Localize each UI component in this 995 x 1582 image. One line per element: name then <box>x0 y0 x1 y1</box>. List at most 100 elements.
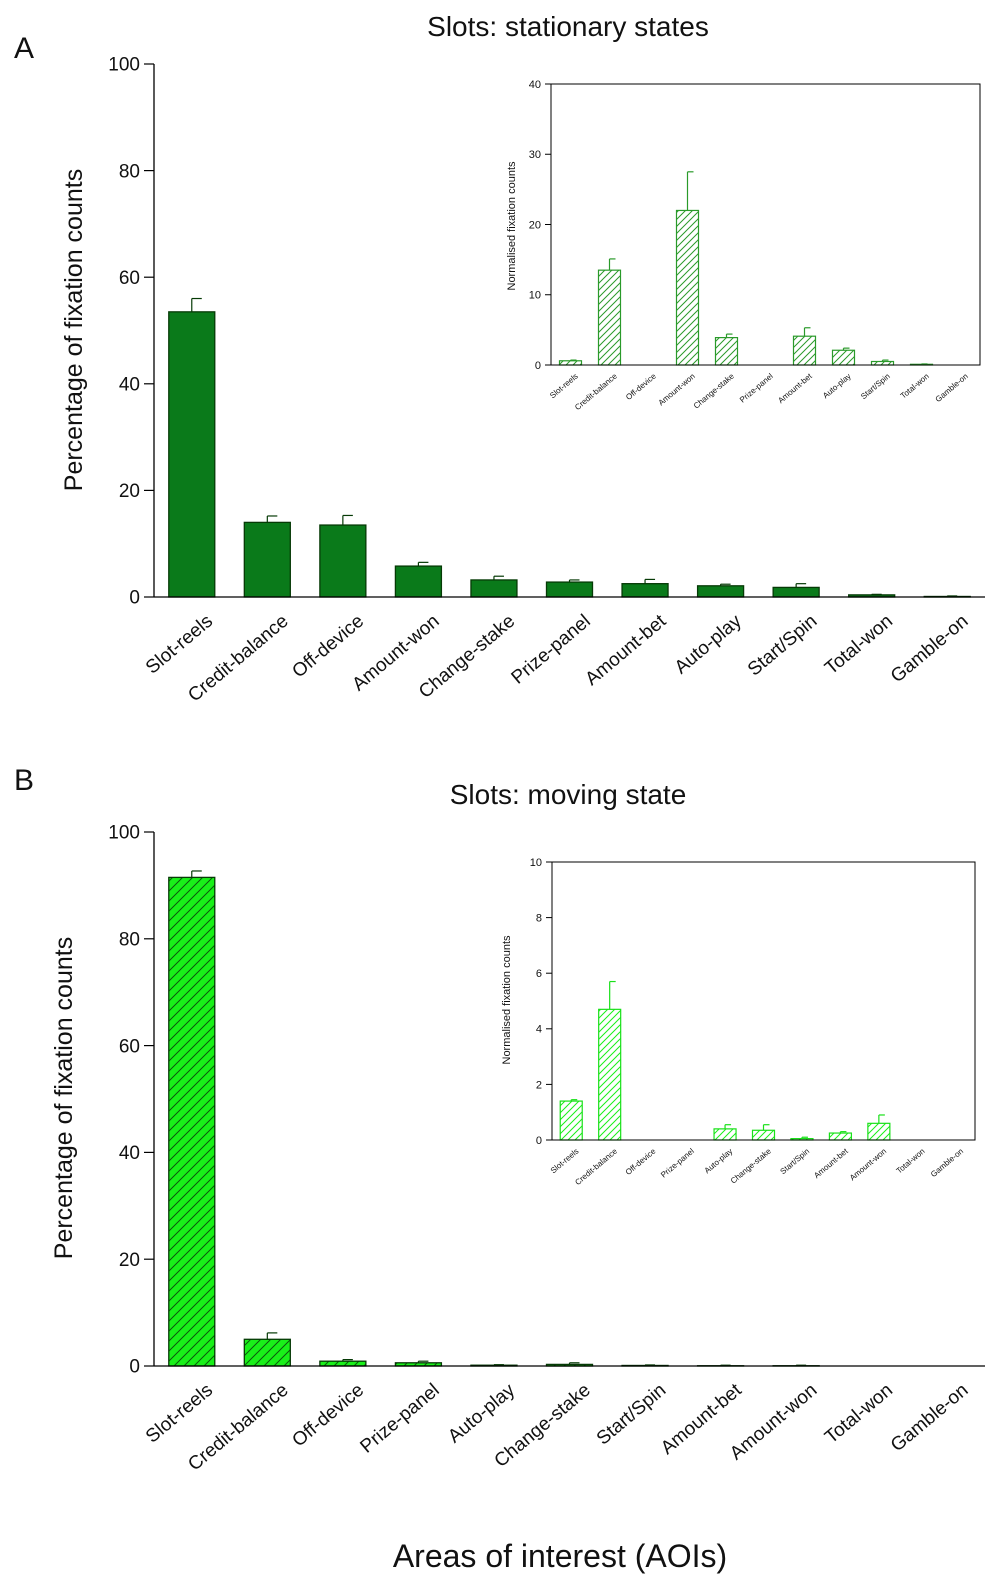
panel-b-title: Slots: moving state <box>450 779 687 810</box>
panel-a-xtick-label: Gamble-on <box>887 611 973 688</box>
panel-a-inset-bar-credit-balance <box>597 269 622 366</box>
panel-a-inset-xtick-label: Total-won <box>899 372 931 401</box>
panel-a-bar-prize-panel <box>545 581 594 598</box>
panel-a-inset-axes <box>550 83 981 366</box>
panel-b-inset-ytick-label: 0 <box>536 1135 542 1147</box>
panel-a-xtick-label: Prize-panel <box>508 611 595 689</box>
panel-b-bar-credit-balance <box>243 1338 291 1367</box>
panel-b-inset-xtick-label: Amount-bet <box>812 1146 850 1180</box>
panel-a-ytick-label: 60 <box>119 268 140 289</box>
panel-b-inset-xtick-label: Total-won <box>895 1147 927 1176</box>
panel-b: B Slots: moving state Percentage of fixa… <box>14 764 985 1475</box>
panel-b-xtick-label: Prize-panel <box>357 1380 444 1458</box>
panel-b-inset-xtick-label: Slot-reels <box>549 1147 581 1176</box>
panel-b-inset-bar-auto-play <box>713 1128 737 1141</box>
panel-b-xtick-label: Auto-play <box>444 1379 519 1447</box>
panel-a-bar-off-device <box>319 524 367 598</box>
panel-b-inset-bar-amount-bet <box>828 1132 853 1141</box>
panel-b-inset-xtick-label: Change-stake <box>729 1146 773 1185</box>
panel-b-xtick-label: Total-won <box>821 1380 897 1448</box>
panel-b-xtick-label: Start/Spin <box>593 1380 670 1450</box>
panel-b-axes <box>153 832 985 1367</box>
panel-a-ytick-label: 40 <box>119 374 140 395</box>
panel-b-inset-bar-amount-won <box>867 1122 891 1141</box>
panel-b-inset-bar-change-stake <box>751 1129 776 1141</box>
panel-a-inset: Normalised fixation counts 0 10 20 30 40 Slo… <box>506 79 981 412</box>
panel-a-x-labels: Slot-reelsCredit-balanceOff-deviceAmount… <box>142 610 972 706</box>
panel-b-bar-off-device <box>319 1360 367 1367</box>
panel-b-bar-slot-reels <box>168 876 216 1367</box>
panel-b-inset-bar-credit-balance <box>598 1008 622 1141</box>
panel-b-inset-axes <box>551 861 976 1141</box>
panel-a-bar-slot-reels <box>168 311 216 598</box>
panel-a-inset-y-ticks: 0 10 20 30 40 <box>529 79 551 372</box>
panel-a-inset-ytick-label: 10 <box>529 290 541 302</box>
panel-b-inset-y-ticks: 0 2 4 6 8 10 <box>530 857 552 1147</box>
panel-a-bar-credit-balance <box>243 521 291 598</box>
panel-b-inset-xtick-label: Start/Spin <box>779 1147 812 1176</box>
panel-a-inset-xtick-label: Start/Spin <box>859 372 892 401</box>
panel-a-inset-xtick-label: Auto-play <box>821 372 853 401</box>
panel-b-ytick-label: 100 <box>108 823 140 844</box>
panel-a-bar-start-spin <box>772 586 820 598</box>
panel-b-x-labels: Slot-reelsCredit-balanceOff-devicePrize-… <box>142 1379 972 1475</box>
panel-b-inset-ytick-label: 8 <box>536 912 542 924</box>
panel-a-inset-bar-auto-play <box>831 349 856 366</box>
panel-b-inset-ytick-label: 10 <box>530 857 542 869</box>
panel-b-ylabel: Percentage of fixation counts <box>50 937 78 1259</box>
panel-a-inset-ytick-label: 20 <box>529 219 541 231</box>
panel-b-xtick-label: Gamble-on <box>887 1380 973 1457</box>
panel-b-ytick-label: 40 <box>119 1143 140 1164</box>
panel-b-label: B <box>14 764 34 797</box>
panel-a-xtick-label: Auto-play <box>671 610 746 678</box>
panel-a-ytick-label: 100 <box>108 55 140 76</box>
panel-b-inset-ylabel: Normalised fixation counts <box>501 935 513 1065</box>
panel-a-inset-ytick-label: 30 <box>529 149 541 161</box>
panel-b-inset-xtick-label: Auto-play <box>703 1147 735 1176</box>
panel-a-inset-bars <box>558 171 934 366</box>
figure-xlabel: Areas of interest (AOIs) <box>393 1538 727 1574</box>
panel-a-bars <box>168 297 971 598</box>
panel-b-inset-ytick-label: 2 <box>536 1079 542 1091</box>
panel-a-y-ticks: 0 20 40 60 80 100 <box>108 55 154 609</box>
panel-a-inset-ylabel: Normalised fixation counts <box>506 161 518 291</box>
panel-b-inset-bar-slot-reels <box>559 1100 583 1141</box>
panel-a-inset-xtick-label: Amount-won <box>657 372 697 408</box>
panel-b-inset-ytick-label: 4 <box>536 1024 542 1036</box>
panel-a-inset-xtick-label: Slot-reels <box>548 372 580 401</box>
panel-b-xtick-label: Slot-reels <box>142 1380 217 1448</box>
panel-a-inset-xtick-label: Off-device <box>624 371 658 402</box>
panel-a-xtick-label: Start/Spin <box>744 611 821 681</box>
panel-a-inset-frame <box>550 83 981 366</box>
panel-a-xtick-label: Amount-bet <box>582 610 671 690</box>
panel-b-inset-xtick-label: Gamble-on <box>929 1147 965 1179</box>
panel-a-inset-xtick-label: Gamble-on <box>934 372 970 404</box>
panel-a-xtick-label: Slot-reels <box>142 611 217 679</box>
panel-a-inset-bar-slot-reels <box>558 360 583 366</box>
panel-a-bar-change-stake <box>470 579 518 598</box>
panel-a-ylabel: Percentage of fixation counts <box>60 169 88 491</box>
panel-a-ytick-label: 0 <box>129 588 140 609</box>
panel-a-bar-amount-bet <box>621 583 669 598</box>
panel-b-y-ticks: 0 20 40 60 80 100 <box>108 823 154 1378</box>
panel-a-ytick-label: 80 <box>119 161 140 182</box>
panel-a-inset-xtick-label: Prize-panel <box>738 371 775 404</box>
panel-a-xtick-label: Total-won <box>821 611 897 679</box>
panel-b-ytick-label: 80 <box>119 929 140 950</box>
panel-b-inset: Normalised fixation counts 0 2 4 6 8 10 Slot-… <box>501 857 976 1187</box>
panel-b-inset-xtick-label: Credit-balance <box>573 1146 619 1187</box>
panel-a-ytick-label: 20 <box>119 481 140 502</box>
panel-b-ytick-label: 0 <box>129 1357 140 1378</box>
panel-a-bar-auto-play <box>696 585 745 598</box>
panel-a-axes <box>153 64 985 598</box>
panel-b-ytick-label: 20 <box>119 1250 140 1271</box>
panel-b-inset-xtick-label: Off-device <box>624 1146 658 1177</box>
panel-a-inset-bar-amount-bet <box>792 335 817 366</box>
panel-b-inset-ytick-label: 6 <box>536 968 542 980</box>
panel-b-inset-bars <box>559 980 891 1141</box>
panel-a-inset-xtick-label: Change-stake <box>692 371 736 410</box>
panel-a-inset-ytick-label: 40 <box>529 79 541 91</box>
